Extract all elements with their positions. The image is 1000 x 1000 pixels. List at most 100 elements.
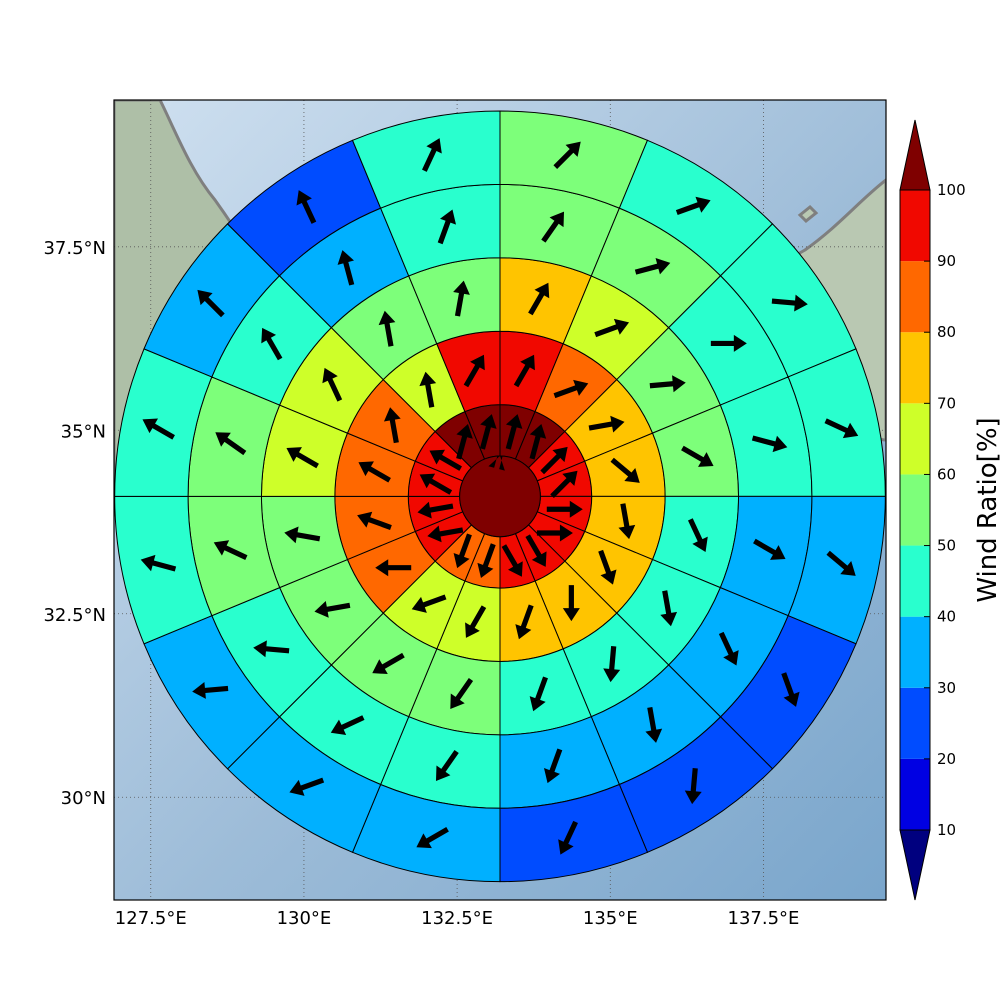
colorbar-segment-30 xyxy=(900,616,930,688)
wind-arrow-ring4-N xyxy=(541,211,565,243)
wind-arrow-ring2-SW xyxy=(375,559,412,577)
wind-arrow-ring3-S xyxy=(450,678,474,710)
wind-arrow-ring3-WNW xyxy=(322,367,343,402)
wind-arrow-ring2-E xyxy=(618,503,636,540)
wind-arrow-ring2-NE xyxy=(588,415,625,433)
wind-arrow-ring4-W xyxy=(215,432,247,456)
wind-arrow-ring1-WSW xyxy=(417,501,454,519)
colorbar-frame xyxy=(899,189,931,831)
wind-arrow-ring5-W xyxy=(142,418,175,440)
wind-arrow-ring4-NNW xyxy=(437,209,457,245)
wind-arrow-ring4-SSE xyxy=(543,748,563,784)
wind-arrow-ring4-NW xyxy=(337,250,355,286)
colorbar-segment-80 xyxy=(900,261,930,333)
wind-arrow-center-dummy xyxy=(488,455,505,471)
wind-arrow-ring2-ESE xyxy=(598,549,617,585)
wind-arrow-ring4-NNE xyxy=(634,257,671,275)
wind-arrow-ring2-S xyxy=(465,605,487,638)
y-axis-ticks: 30°N 32.5°N 35°N 37.5°N xyxy=(43,238,106,809)
wind-arrow-ring5-NW xyxy=(296,190,317,224)
wind-arrow-ring2-NNE xyxy=(553,379,589,399)
wind-arrows xyxy=(140,138,859,855)
x-tick-label-0: 127.5°E xyxy=(115,908,187,929)
x-axis-ticks: 127.5°E 130°E 132.5°E 135°E 137.5°E xyxy=(115,908,800,929)
colorbar-title: Wind Ratio[%] xyxy=(973,417,1000,602)
colorbar-segment-60 xyxy=(900,403,930,475)
wind-arrow-ring3-NNW xyxy=(453,280,470,317)
map-frame xyxy=(113,99,887,901)
wind-arrow-ring1-S xyxy=(477,543,496,579)
colorbar-tick-label-10: 10 xyxy=(937,821,956,839)
wind-arrow-ring4-ENE xyxy=(751,435,788,453)
wind-arrow-ring1-NNE xyxy=(529,424,547,460)
wind-arrow-ring2-NW xyxy=(419,371,437,408)
wind-arrow-ring4-WSW xyxy=(213,540,248,560)
wind-arrow-ring3-ESE xyxy=(660,590,678,627)
wind-arrow-ring4-E xyxy=(753,538,786,560)
wind-arrow-ring2-SSE xyxy=(515,604,534,640)
sector-ring5-NNW xyxy=(351,110,501,209)
colorbar-tick-label-100: 100 xyxy=(937,181,966,199)
colorbar-extend-max xyxy=(899,119,931,191)
colorbar-tick-label-20: 20 xyxy=(937,750,956,768)
wind-arrow-ring2-W xyxy=(358,461,391,483)
colorbar-segment-70 xyxy=(900,332,930,404)
wind-arrow-ring3-ENE xyxy=(681,445,714,467)
colorbar-tick-label-90: 90 xyxy=(937,252,956,270)
wind-arrow-ring1-SSE xyxy=(501,544,523,577)
wind-arrow-ring5-ENE xyxy=(824,418,859,439)
x-tick-label-1: 130°E xyxy=(277,908,332,929)
wind-arrow-ring3-NNE xyxy=(594,318,630,338)
y-tick-label-3: 37.5°N xyxy=(43,238,106,259)
wind-arrow-ring4-WNW xyxy=(261,327,283,361)
colorbar-segment-90 xyxy=(900,190,930,262)
wind-arrow-ring3-NE xyxy=(649,375,686,393)
wind-arrow-ring3-N xyxy=(528,282,550,316)
wind-arrow-ring5-SSE xyxy=(558,820,578,855)
wind-arrow-ring5-ESE xyxy=(781,672,800,707)
wind-arrow-ring2-NNW xyxy=(463,354,485,388)
colorbar-tick-label-50: 50 xyxy=(937,537,956,555)
wind-arrow-ring5-NNE xyxy=(675,196,711,216)
wind-arrow-ring4-SE xyxy=(645,706,663,743)
colorbar-segment-40 xyxy=(900,545,930,617)
wind-arrow-ring5-SW xyxy=(192,681,229,699)
colorbar-extend-min xyxy=(899,829,931,901)
colorbar-tick-label-40: 40 xyxy=(937,608,956,626)
wind-arrow-ring3-SE xyxy=(603,645,621,683)
colorbar-tick-label-30: 30 xyxy=(937,679,956,697)
wind-arrow-ring1-SE xyxy=(525,534,547,567)
x-tick-label-4: 137.5°E xyxy=(728,908,800,929)
wind-arrow-ring1-N xyxy=(505,414,523,450)
wind-arrow-ring2-SSW xyxy=(411,594,447,613)
wind-arrow-ring1-WNW xyxy=(429,449,462,471)
wind-arrow-ring3-W xyxy=(286,447,319,469)
y-tick-label-2: 35°N xyxy=(61,421,106,442)
y-tick-label-0: 30°N xyxy=(61,788,106,809)
wind-arrow-ring1-E xyxy=(546,500,583,518)
wind-arrow-ring3-E xyxy=(687,518,708,553)
wind-arrow-ring1-NNW xyxy=(479,414,497,450)
colorbar-tick-label-80: 80 xyxy=(937,323,956,341)
wind-arrow-ring2-N xyxy=(513,354,535,388)
wind-arrow-ring1-ESE xyxy=(536,524,573,542)
wind-arrow-ring4-SSW xyxy=(330,715,365,735)
colorbar: 10 20 30 40 50 60 70 80 90 100 xyxy=(899,119,966,901)
colorbar-segment-10 xyxy=(900,758,930,830)
wind-arrow-ring1-W xyxy=(419,473,453,495)
wind-arrow-ring3-NW xyxy=(378,310,396,347)
x-tick-label-3: 135°E xyxy=(583,908,638,929)
wind-arrow-ring5-SSW xyxy=(289,777,325,796)
wind-arrow-ring5-S xyxy=(416,827,449,849)
wind-arrow-ring1-SSW xyxy=(453,533,472,569)
wind-arrow-ring2-SE xyxy=(562,585,580,622)
colorbar-segment-20 xyxy=(900,687,930,759)
wind-arrow-ring3-SSW xyxy=(372,652,405,675)
colorbar-tick-label-60: 60 xyxy=(937,465,956,483)
wind-arrow-ring5-E xyxy=(826,550,856,576)
wind-arrow-ring2-WSW xyxy=(357,511,392,530)
wind-arrow-ring5-WNW xyxy=(197,289,225,318)
wind-arrow-ring5-WSW xyxy=(140,554,177,572)
wind-arrow-ring4-SW xyxy=(253,640,290,658)
wind-arrow-ring4-NE xyxy=(710,334,747,352)
